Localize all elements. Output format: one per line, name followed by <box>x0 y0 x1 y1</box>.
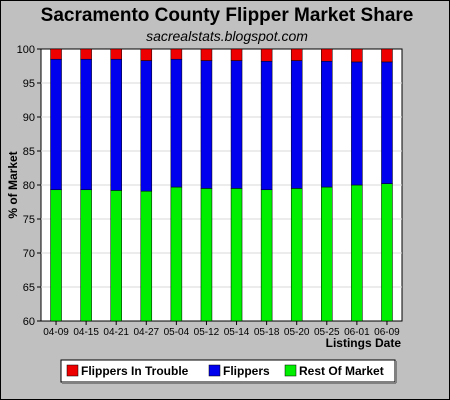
x-axis-label: Listings Date <box>326 336 402 350</box>
bar-5-series-2 <box>200 48 213 61</box>
legend-label-flippers-in-trouble: Flippers In Trouble <box>81 364 189 378</box>
y-axis-label: % of Market <box>6 151 20 218</box>
x-tick-label-1: 04-15 <box>73 327 99 338</box>
grid <box>41 82 402 288</box>
y-tick-label-8: 100 <box>17 44 35 56</box>
bar-8-series-0 <box>290 188 303 322</box>
chart-title: Sacramento County Flipper Market Share <box>41 5 414 26</box>
bar-6-series-0 <box>230 188 243 322</box>
bar-3-series-0 <box>140 190 153 322</box>
bar-4-series-2 <box>170 48 183 60</box>
x-tick-label-0: 04-09 <box>43 327 69 338</box>
bar-7-series-0 <box>260 189 273 322</box>
bar-1-series-0 <box>80 189 92 322</box>
x-tick-label-2: 04-21 <box>103 327 129 338</box>
legend: Flippers In Trouble Flippers Rest Of Mar… <box>60 359 397 384</box>
bar-3-series-2 <box>140 48 153 61</box>
y-tick-label-3: 75 <box>23 214 35 226</box>
x-tick-label-7: 05-18 <box>254 327 280 338</box>
bar-2-series-0 <box>110 190 122 322</box>
legend-label-flippers: Flippers <box>223 364 270 378</box>
legend-swatch-flippers <box>208 364 221 377</box>
bar-0-series-2 <box>50 48 62 60</box>
bar-11-series-0 <box>381 183 393 322</box>
bar-8-series-1 <box>290 60 303 189</box>
bar-6-series-1 <box>230 60 243 189</box>
x-tick-label-4: 05-04 <box>164 327 190 338</box>
bar-2-series-1 <box>110 58 122 191</box>
bar-11-series-2 <box>381 48 393 63</box>
x-tick-label-8: 05-20 <box>284 327 310 338</box>
x-tick-label-11: 06-09 <box>374 327 400 338</box>
legend-swatch-flippers-in-trouble <box>66 364 79 377</box>
bar-10-series-0 <box>351 184 363 322</box>
y-axis: 60 65 70 75 80 85 90 95 100 <box>17 44 41 328</box>
bar-10-series-2 <box>351 48 363 63</box>
x-tick-label-5: 05-12 <box>194 327 220 338</box>
chart-subtitle: sacrealstats.blogspot.com <box>146 28 308 44</box>
x-tick-label-3: 04-27 <box>134 327 160 338</box>
legend-label-rest-of-market: Rest Of Market <box>299 364 384 378</box>
legend-swatch-rest-of-market <box>284 364 297 377</box>
bar-1-series-2 <box>80 48 92 60</box>
bar-2-series-2 <box>110 48 122 60</box>
y-tick-label-5: 85 <box>23 146 35 158</box>
bar-9-series-1 <box>321 60 333 188</box>
x-tick-label-10: 06-01 <box>344 327 370 338</box>
bar-7-series-2 <box>260 48 273 62</box>
y-tick-label-0: 60 <box>23 316 35 328</box>
bar-1-series-1 <box>80 58 92 191</box>
bar-5-series-1 <box>200 60 213 189</box>
y-tick-label-1: 65 <box>23 282 35 294</box>
y-tick-label-2: 70 <box>23 248 35 260</box>
bar-5-series-0 <box>200 188 213 322</box>
bar-8-series-2 <box>290 48 303 61</box>
y-tick-label-6: 90 <box>23 112 35 124</box>
y-tick-label-7: 95 <box>23 78 35 90</box>
bar-9-series-0 <box>321 186 333 322</box>
bar-0-series-1 <box>50 58 62 191</box>
bar-4-series-0 <box>170 186 183 322</box>
bar-4-series-1 <box>170 58 183 188</box>
bar-0-series-0 <box>50 189 62 322</box>
bar-6-series-2 <box>230 48 243 61</box>
x-tick-label-6: 05-14 <box>224 327 250 338</box>
y-tick-label-4: 80 <box>23 180 35 192</box>
bar-11-series-1 <box>381 61 393 184</box>
bar-9-series-2 <box>321 48 333 62</box>
x-tick-label-9: 05-25 <box>314 327 340 338</box>
bar-10-series-1 <box>351 61 363 186</box>
bar-7-series-1 <box>260 60 273 191</box>
bar-3-series-1 <box>140 60 153 192</box>
x-axis: 04-09 04-15 04-21 04-27 05-04 05-12 05-14 05-18… <box>43 321 400 338</box>
